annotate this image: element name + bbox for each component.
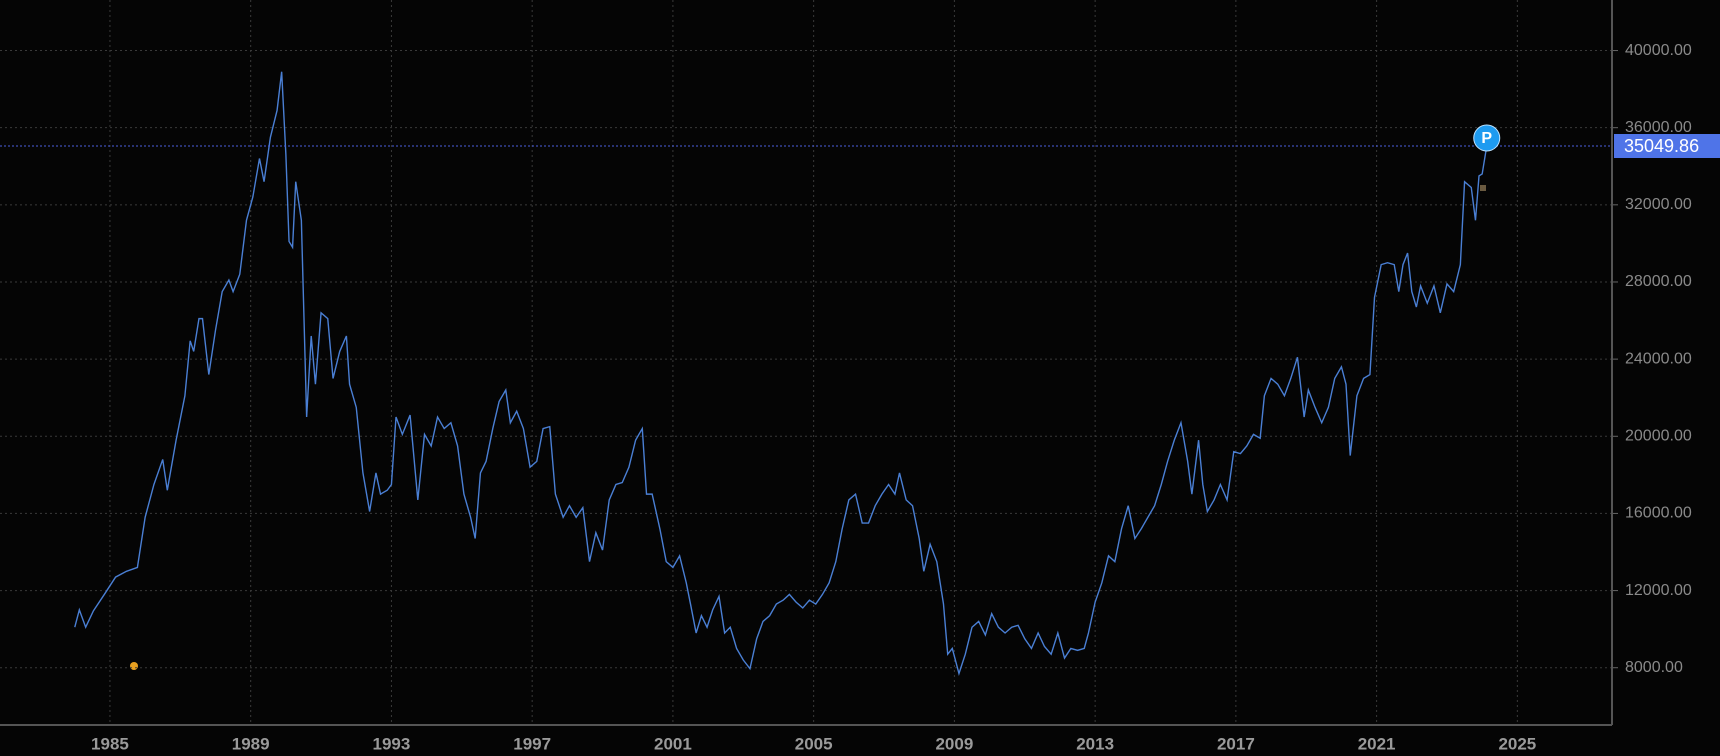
y-tick-label: 28000.00: [1625, 273, 1692, 290]
y-tick-label: 40000.00: [1625, 42, 1692, 59]
x-tick-label: 2021: [1358, 734, 1396, 753]
x-tick-label: 2017: [1217, 734, 1255, 753]
price-line: [74, 71, 1488, 676]
current-price-box: [1614, 134, 1720, 159]
x-tick-label: 2001: [654, 734, 692, 753]
event-icon: [1480, 185, 1486, 191]
x-tick-label: 1985: [91, 734, 129, 753]
position-marker-label: P: [1481, 130, 1492, 147]
x-tick-label: 2005: [795, 734, 833, 753]
position-marker: [1473, 124, 1501, 152]
x-tick-label: 2013: [1076, 734, 1114, 753]
y-tick-label: 12000.00: [1625, 582, 1692, 599]
y-tick-label: 24000.00: [1625, 350, 1692, 367]
x-tick-label: 1989: [232, 734, 270, 753]
y-tick-label: 32000.00: [1625, 196, 1692, 213]
event-icon: [130, 662, 138, 670]
y-tick-label: 8000.00: [1625, 659, 1683, 676]
x-tick-label: 2009: [935, 734, 973, 753]
y-tick-label: 20000.00: [1625, 427, 1692, 444]
x-tick-label: 2025: [1498, 734, 1536, 753]
y-tick-label: 36000.00: [1625, 119, 1692, 136]
x-tick-label: 1997: [513, 734, 551, 753]
current-price-label: 35049.86: [1624, 136, 1699, 156]
x-tick-label: 1993: [373, 734, 411, 753]
y-tick-label: 16000.00: [1625, 505, 1692, 522]
